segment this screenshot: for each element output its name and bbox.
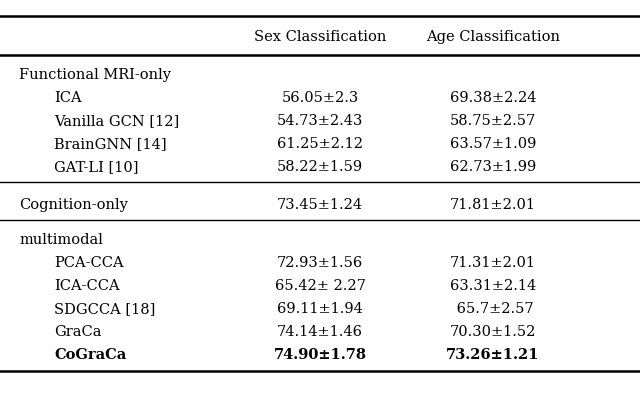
- Text: 54.73±2.43: 54.73±2.43: [277, 114, 363, 128]
- Text: 73.45±1.24: 73.45±1.24: [277, 198, 363, 212]
- Text: multimodal: multimodal: [19, 234, 103, 247]
- Text: 71.31±2.01: 71.31±2.01: [450, 256, 536, 270]
- Text: 74.14±1.46: 74.14±1.46: [277, 325, 363, 339]
- Text: Age Classification: Age Classification: [426, 30, 560, 44]
- Text: GAT-LI [10]: GAT-LI [10]: [54, 160, 139, 174]
- Text: Sex Classification: Sex Classification: [254, 30, 386, 44]
- Text: 71.81±2.01: 71.81±2.01: [450, 198, 536, 212]
- Text: PCA-CCA: PCA-CCA: [54, 256, 124, 270]
- Text: 70.30±1.52: 70.30±1.52: [450, 325, 536, 339]
- Text: Cognition-only: Cognition-only: [19, 198, 128, 212]
- Text: CoGraCa: CoGraCa: [54, 348, 127, 362]
- Text: 63.57±1.09: 63.57±1.09: [450, 137, 536, 151]
- Text: SDGCCA [18]: SDGCCA [18]: [54, 302, 156, 316]
- Text: 73.26±1.21: 73.26±1.21: [446, 348, 540, 362]
- Text: 65.7±2.57: 65.7±2.57: [452, 302, 534, 316]
- Text: 58.75±2.57: 58.75±2.57: [450, 114, 536, 128]
- Text: 69.11±1.94: 69.11±1.94: [277, 302, 363, 316]
- Text: Vanilla GCN [12]: Vanilla GCN [12]: [54, 114, 180, 128]
- Text: Functional MRI-only: Functional MRI-only: [19, 68, 172, 82]
- Text: 69.38±2.24: 69.38±2.24: [449, 91, 536, 105]
- Text: 62.73±1.99: 62.73±1.99: [450, 160, 536, 174]
- Text: 65.42± 2.27: 65.42± 2.27: [275, 279, 365, 293]
- Text: 56.05±2.3: 56.05±2.3: [282, 91, 358, 105]
- Text: BrainGNN [14]: BrainGNN [14]: [54, 137, 167, 151]
- Text: 63.31±2.14: 63.31±2.14: [450, 279, 536, 293]
- Text: ICA-CCA: ICA-CCA: [54, 279, 120, 293]
- Text: 61.25±2.12: 61.25±2.12: [277, 137, 363, 151]
- Text: 72.93±1.56: 72.93±1.56: [277, 256, 363, 270]
- Text: 74.90±1.78: 74.90±1.78: [273, 348, 367, 362]
- Text: ICA: ICA: [54, 91, 82, 105]
- Text: GraCa: GraCa: [54, 325, 102, 339]
- Text: 58.22±1.59: 58.22±1.59: [277, 160, 363, 174]
